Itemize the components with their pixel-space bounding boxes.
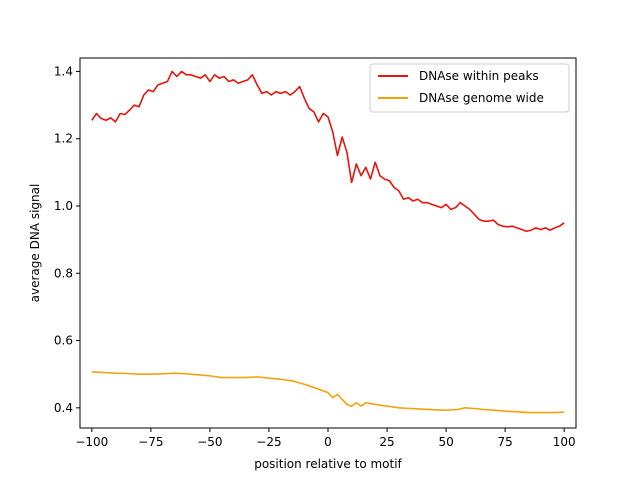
x-tick-label: 0 [324,435,332,449]
y-tick-label: 1.2 [54,132,73,146]
legend-label-genome-wide: DNAse genome wide [419,91,544,105]
y-tick-label: 1.0 [54,199,73,213]
y-axis-ticks: 0.4 0.6 0.8 1.0 1.2 1.4 [54,64,80,415]
x-tick-label: −25 [256,435,281,449]
series-line-genome-wide [91,371,565,414]
y-tick-label: 0.8 [54,266,73,280]
x-tick-label: 100 [553,435,576,449]
legend-label-within-peaks: DNAse within peaks [419,69,539,83]
x-tick-label: 50 [438,435,453,449]
x-axis-ticks: −100 −75 −50 −25 0 25 50 75 100 [75,428,576,449]
y-axis-label: average DNA signal [28,184,42,303]
y-tick-label: 1.4 [54,64,73,78]
y-tick-label: 0.4 [54,401,73,415]
series-line-within-peaks [91,70,565,233]
y-tick-label: 0.6 [54,334,73,348]
plot-area [80,58,576,428]
x-tick-label: −100 [75,435,108,449]
legend-box [369,63,570,113]
x-axis-label: position relative to motif [254,457,402,471]
x-tick-label: 25 [379,435,394,449]
x-tick-label: −75 [138,435,163,449]
series-layer [91,70,565,414]
x-tick-label: −50 [197,435,222,449]
x-tick-label: 75 [498,435,513,449]
legend: DNAse within peaks DNAse genome wide [369,63,570,113]
